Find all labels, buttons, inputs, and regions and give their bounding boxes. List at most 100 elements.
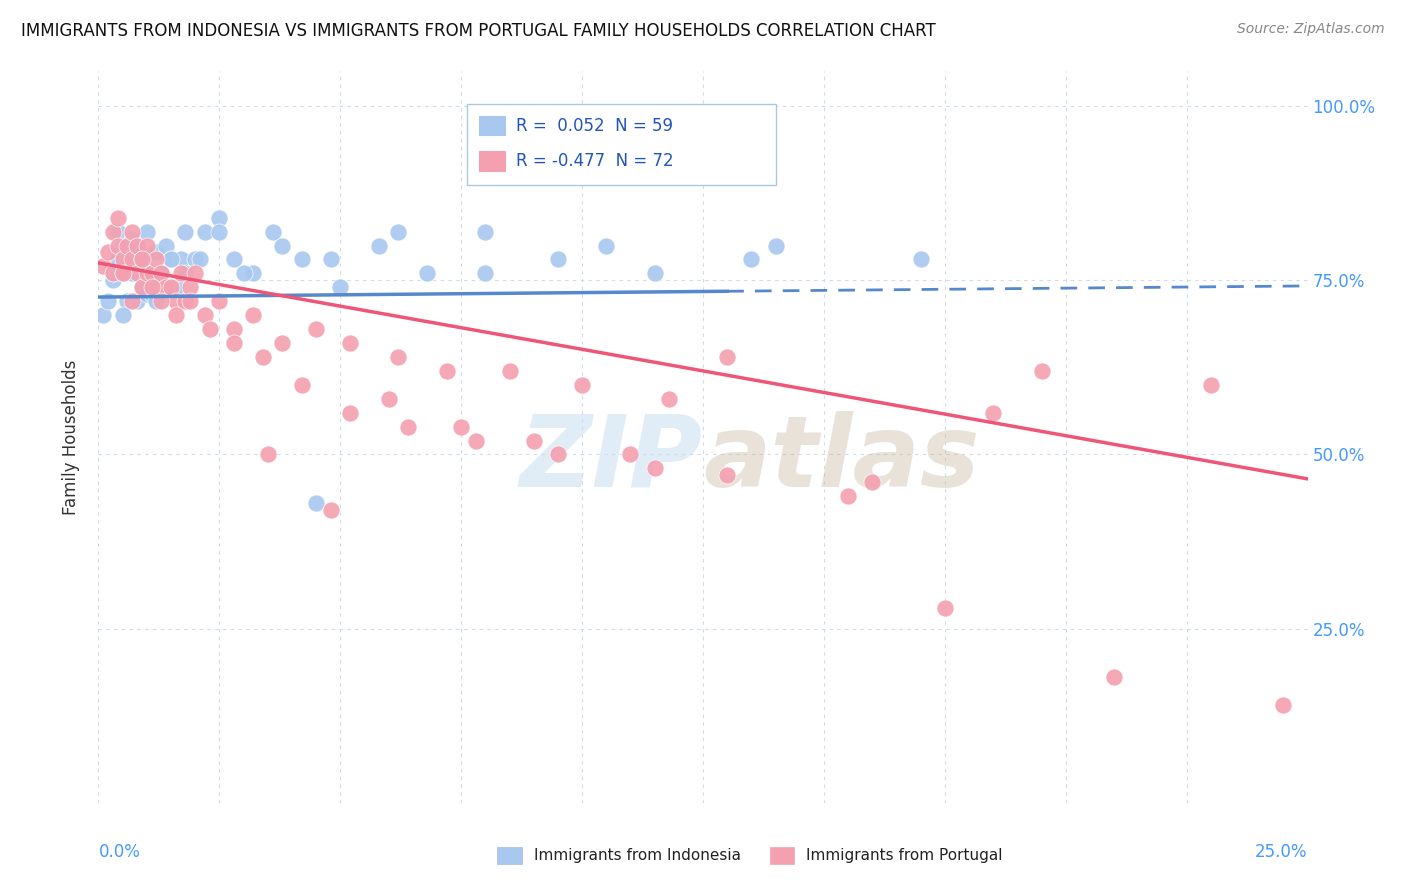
Point: [135, 287, 157, 301]
Point: [474, 266, 496, 280]
Point: [765, 238, 787, 252]
Text: IMMIGRANTS FROM INDONESIA VS IMMIGRANTS FROM PORTUGAL FAMILY HOUSEHOLDS CORRELAT: IMMIGRANTS FROM INDONESIA VS IMMIGRANTS …: [21, 22, 936, 40]
Point: [194, 308, 217, 322]
Text: atlas: atlas: [703, 410, 980, 508]
Point: [305, 496, 328, 510]
Point: [117, 252, 139, 267]
Point: [436, 364, 458, 378]
Point: [396, 419, 419, 434]
Point: [339, 406, 361, 420]
Point: [416, 266, 439, 280]
Point: [127, 238, 149, 252]
Point: [644, 266, 666, 280]
Text: Immigrants from Portugal: Immigrants from Portugal: [806, 848, 1002, 863]
Point: [111, 308, 134, 322]
Point: [619, 448, 641, 462]
Point: [160, 252, 183, 267]
Point: [121, 252, 143, 267]
Point: [194, 225, 217, 239]
Point: [1031, 364, 1053, 378]
Point: [208, 294, 231, 309]
Point: [934, 600, 956, 615]
Point: [111, 266, 134, 280]
Point: [111, 252, 134, 267]
Point: [145, 252, 167, 267]
Point: [174, 225, 197, 239]
Text: Immigrants from Indonesia: Immigrants from Indonesia: [534, 848, 741, 863]
Point: [290, 252, 312, 267]
Point: [198, 322, 221, 336]
Point: [387, 225, 409, 239]
Point: [131, 252, 153, 267]
Point: [740, 252, 762, 267]
Point: [1199, 377, 1222, 392]
Text: 0.0%: 0.0%: [98, 843, 141, 861]
Point: [145, 245, 167, 260]
Point: [91, 308, 114, 322]
Point: [910, 252, 932, 267]
Point: [121, 266, 143, 280]
Point: [141, 287, 163, 301]
Point: [242, 308, 264, 322]
Point: [131, 252, 153, 267]
FancyBboxPatch shape: [479, 116, 506, 136]
Point: [450, 419, 472, 434]
Point: [368, 238, 391, 252]
Point: [117, 238, 139, 252]
Point: [305, 322, 328, 336]
Point: [111, 238, 134, 252]
Point: [1272, 698, 1295, 713]
Point: [127, 238, 149, 252]
Point: [1102, 670, 1125, 684]
FancyBboxPatch shape: [479, 151, 506, 171]
Point: [174, 266, 197, 280]
Point: [571, 377, 593, 392]
Point: [121, 266, 143, 280]
Point: [595, 238, 617, 252]
Point: [174, 294, 197, 309]
Point: [981, 406, 1004, 420]
Point: [150, 266, 173, 280]
FancyBboxPatch shape: [498, 847, 522, 863]
Point: [716, 468, 738, 483]
Text: 25.0%: 25.0%: [1256, 843, 1308, 861]
Point: [127, 266, 149, 280]
Point: [135, 238, 157, 252]
Point: [547, 252, 569, 267]
Point: [184, 266, 207, 280]
Y-axis label: Family Households: Family Households: [62, 359, 80, 515]
Point: [150, 294, 173, 309]
Point: [339, 336, 361, 351]
Point: [179, 294, 201, 309]
Point: [262, 225, 284, 239]
Point: [107, 252, 129, 267]
Point: [474, 225, 496, 239]
Point: [141, 280, 163, 294]
Point: [169, 266, 191, 280]
Point: [111, 266, 134, 280]
Point: [329, 280, 352, 294]
Point: [131, 252, 153, 267]
Point: [208, 211, 231, 225]
Point: [121, 225, 143, 239]
Point: [121, 294, 143, 309]
Point: [121, 231, 143, 245]
Point: [169, 252, 191, 267]
Point: [165, 294, 187, 309]
Point: [377, 392, 399, 406]
Point: [271, 238, 294, 252]
Point: [165, 308, 187, 322]
Point: [184, 252, 207, 267]
Point: [131, 280, 153, 294]
Point: [222, 336, 245, 351]
Point: [464, 434, 486, 448]
Point: [290, 377, 312, 392]
Point: [91, 260, 114, 274]
Point: [160, 280, 183, 294]
FancyBboxPatch shape: [769, 847, 794, 863]
Point: [498, 364, 520, 378]
Point: [644, 461, 666, 475]
Point: [135, 266, 157, 280]
Point: [165, 280, 187, 294]
FancyBboxPatch shape: [467, 104, 776, 185]
